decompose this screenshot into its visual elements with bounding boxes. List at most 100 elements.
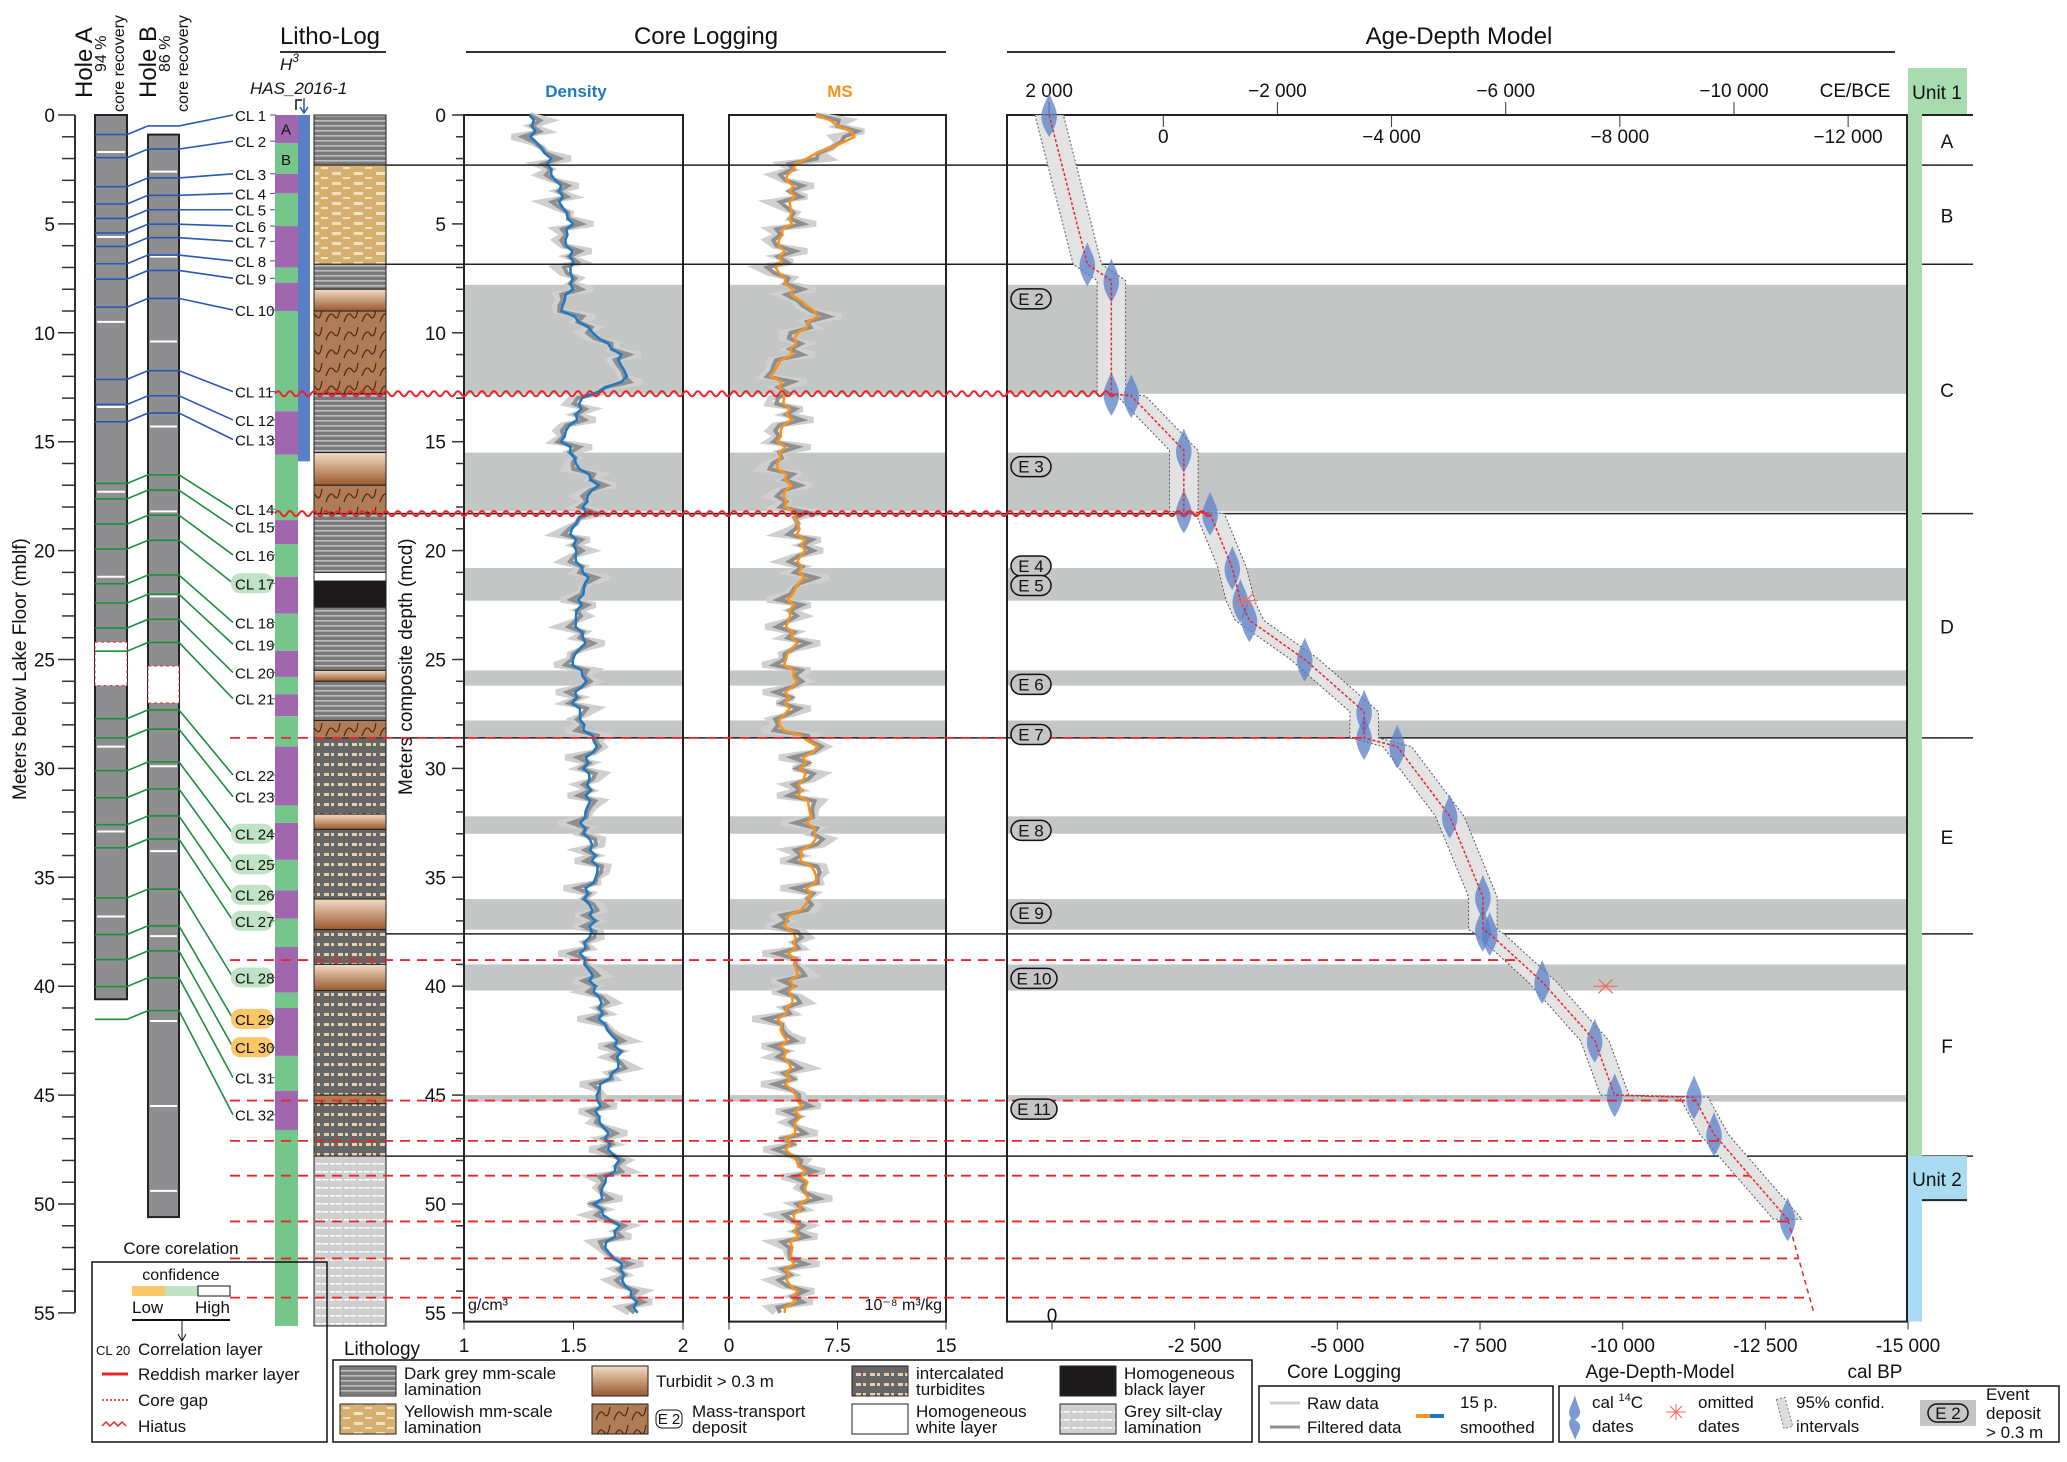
lithology-turb <box>313 898 387 931</box>
correlation-layer-label: CL 2 <box>235 134 266 151</box>
correlation-layer-label: CL 30 <box>235 1040 274 1057</box>
correlation-layer-label: CL 14 <box>235 502 274 519</box>
hole-b-name: Hole B <box>135 26 162 98</box>
event-label-2: deposit <box>1986 1404 2041 1423</box>
subunit-segment <box>275 890 298 919</box>
correlation-line <box>126 618 234 674</box>
mcd-tick-label: 10 <box>425 324 446 345</box>
lithology-turb <box>313 452 387 486</box>
subunit-segment <box>275 1055 298 1091</box>
omitted-label-2: dates <box>1698 1417 1740 1436</box>
legend-label: black layer <box>1124 1380 1206 1399</box>
cal-date-icon <box>1569 1395 1581 1440</box>
correlation-line <box>126 412 234 441</box>
event-tag <box>1010 902 1052 924</box>
ce-tick-label: −12 000 <box>1814 127 1883 148</box>
correlation-line <box>126 489 234 528</box>
lithology-inter <box>313 828 387 900</box>
cal-14c-date <box>1686 1075 1702 1120</box>
mcd-tick-label: 15 <box>425 433 446 454</box>
subunit-segment <box>275 282 298 312</box>
lithology-turb <box>313 963 387 992</box>
ms-smoothed-curve <box>768 113 857 1313</box>
correlation-line <box>126 788 234 865</box>
lithology-dark <box>313 263 387 290</box>
correlation-layer-label: CL 24 <box>235 827 274 844</box>
ms-unit: 10⁻⁸ m³/kg <box>865 1297 942 1314</box>
subunit-label: F <box>1941 1037 1953 1058</box>
correlation-line <box>126 140 234 159</box>
lithology-white <box>313 571 387 582</box>
correlation-layer-label: CL 7 <box>235 234 266 251</box>
density-filtered-curve <box>517 113 649 1315</box>
event-tag <box>1010 574 1052 597</box>
correlation-layer-label: Correlation layer <box>138 1340 263 1359</box>
subunit-label: B <box>1941 207 1954 228</box>
ms-filtered-curve <box>759 113 863 1314</box>
reddish-marker-label: Reddish marker layer <box>138 1365 300 1384</box>
event-band <box>729 670 946 686</box>
event-band <box>729 816 946 834</box>
mcd-tick-label: 40 <box>425 977 446 998</box>
density-title: Density <box>545 82 607 101</box>
subunit-segment <box>275 918 298 947</box>
legend-label: Dark grey mm-scale <box>404 1364 556 1383</box>
subunit-segment <box>275 143 298 174</box>
subunit-segment <box>275 676 298 695</box>
event-label: E 5 <box>1018 576 1044 595</box>
correlation-line <box>126 297 234 311</box>
lithology-inter <box>313 929 387 965</box>
mblf-tick-label: 5 <box>44 215 55 236</box>
correlation-layer-label: CL 1 <box>235 108 266 125</box>
correlation-line <box>126 925 234 1020</box>
event-label: E 4 <box>1018 557 1044 576</box>
subunit-segment <box>275 193 298 227</box>
correlation-line <box>126 173 234 188</box>
subunit-segment <box>275 226 298 268</box>
lithology-inter <box>313 990 387 1096</box>
bp-tick-label: -5 000 <box>1310 1336 1364 1357</box>
cal-14c-date <box>1103 258 1120 303</box>
event-label: E 6 <box>1018 675 1044 694</box>
mblf-tick-label: 25 <box>34 651 55 672</box>
subunit-segment <box>275 267 298 283</box>
density-smoothed-curve <box>528 114 639 1314</box>
lithology-mtd <box>313 310 387 395</box>
age-model-median <box>1048 114 1789 1220</box>
core-logging-title: Core Logging <box>634 23 778 50</box>
confidence-badge <box>231 884 273 905</box>
lithology-dark <box>313 393 387 454</box>
confidence-badge <box>231 1037 273 1058</box>
core-gap-label: Core gap <box>138 1391 208 1410</box>
correlation-layer-label: CL 17 <box>235 576 274 593</box>
core-site-name: HAS_2016-1 <box>250 79 347 98</box>
hole-b-header: Hole B 86 % core recovery <box>135 15 192 112</box>
subunit-label: A <box>1941 132 1954 153</box>
subunit-segment <box>275 650 298 677</box>
correlation-line <box>126 254 234 265</box>
event-tag <box>1010 723 1052 746</box>
hiatus-line <box>274 390 1116 398</box>
event-band <box>1007 720 1907 738</box>
event-band <box>1007 1095 1907 1102</box>
core-h3: H3 <box>280 51 299 74</box>
lithology-turb <box>313 813 387 830</box>
legend-swatch-turb <box>591 1365 649 1397</box>
correlation-layer-label: CL 27 <box>235 914 274 931</box>
omitted-date <box>1593 978 1618 994</box>
subunit-segment <box>275 411 298 455</box>
legend-swatch-white <box>851 1403 909 1435</box>
legend-swatch-inter <box>851 1365 909 1397</box>
legend-label: Grey silt-clay <box>1124 1402 1223 1421</box>
correlation-layer-label: CL 5 <box>235 203 266 220</box>
density-tick-label: 2 <box>678 1336 689 1357</box>
event-band <box>1007 284 1907 394</box>
h3-core-bar <box>298 115 310 462</box>
lithology-turb <box>313 669 387 682</box>
legend-label: Homogeneous <box>1124 1364 1235 1383</box>
correlation-layer-label: CL 21 <box>235 692 274 709</box>
correlation-layer-label: CL 31 <box>235 1071 274 1088</box>
mcd-tick-label: 45 <box>425 1086 446 1107</box>
mcd-tick-label: 5 <box>435 215 446 236</box>
